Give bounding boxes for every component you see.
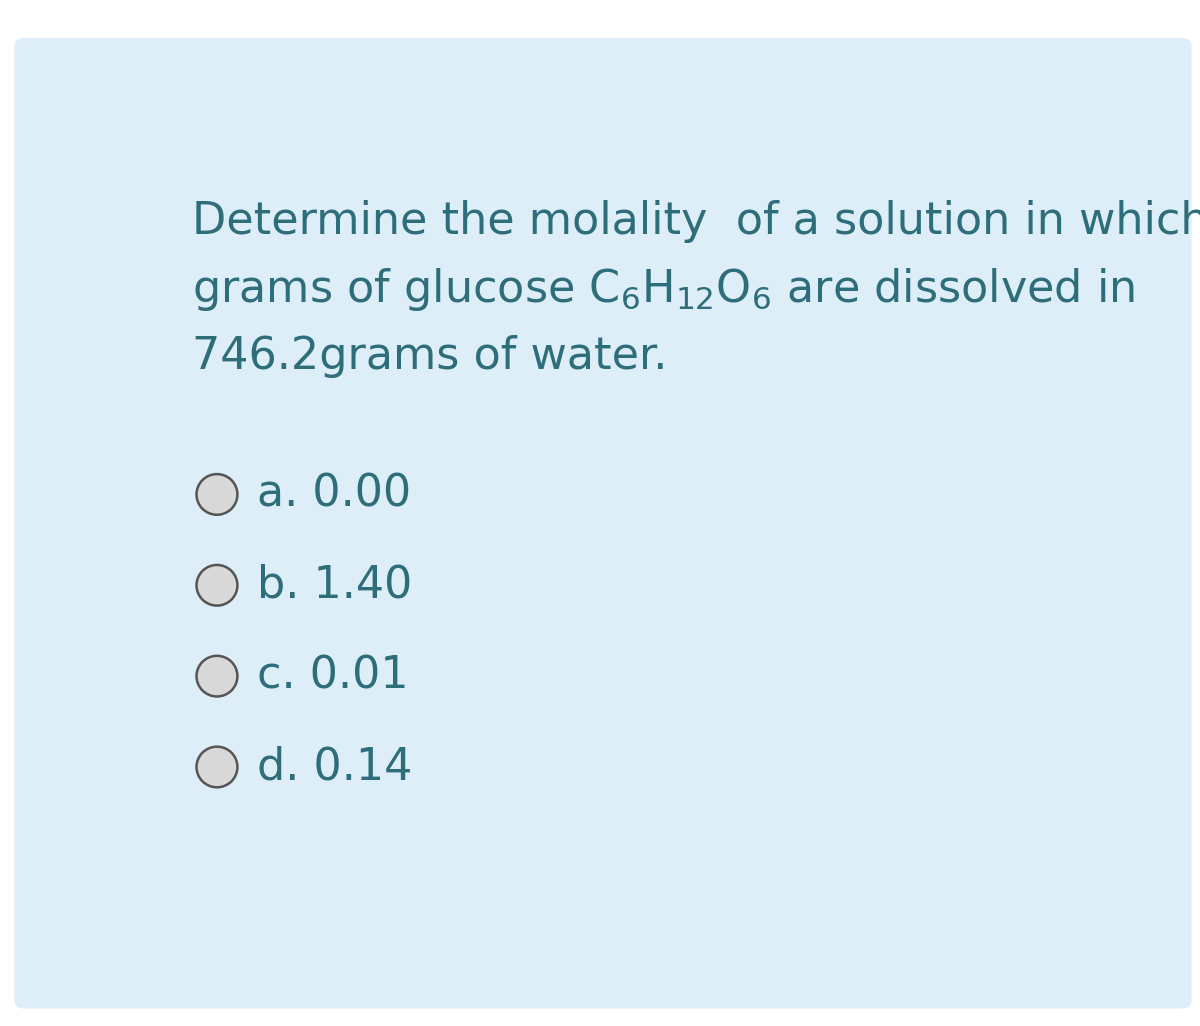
- Ellipse shape: [197, 474, 238, 515]
- Text: grams of glucose $\mathregular{C_6H_{12}O_6}$ are dissolved in: grams of glucose $\mathregular{C_6H_{12}…: [192, 266, 1135, 313]
- Text: c. 0.01: c. 0.01: [257, 655, 408, 698]
- Ellipse shape: [197, 565, 238, 605]
- Text: 746.2grams of water.: 746.2grams of water.: [192, 334, 667, 378]
- Text: a. 0.00: a. 0.00: [257, 473, 412, 516]
- Ellipse shape: [197, 656, 238, 697]
- Ellipse shape: [197, 747, 238, 787]
- Text: Determine the molality  of a solution in which 18.8: Determine the molality of a solution in …: [192, 200, 1200, 243]
- Text: d. 0.14: d. 0.14: [257, 746, 413, 789]
- Text: b. 1.40: b. 1.40: [257, 563, 413, 606]
